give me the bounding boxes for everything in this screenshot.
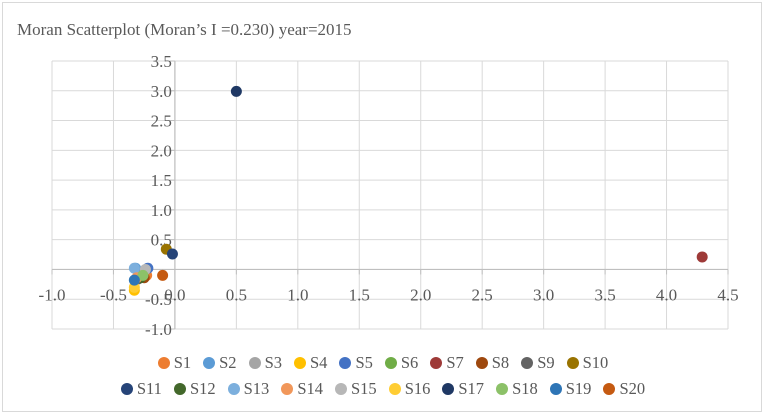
legend-label: S5	[355, 353, 373, 372]
x-tick-label: 1.0	[287, 285, 308, 304]
x-tick-label: 3.0	[533, 285, 554, 304]
legend-marker	[430, 357, 443, 369]
legend-item-s12: S12	[173, 379, 216, 399]
legend-label: S17	[458, 379, 485, 398]
legend-label: S13	[243, 379, 270, 398]
legend-marker	[339, 357, 352, 369]
legend-label: S12	[189, 379, 216, 398]
legend-label: S10	[582, 353, 609, 372]
chart-title: Moran Scatterplot (Moran’s I =0.230) yea…	[17, 20, 352, 39]
y-tick-label: -1.0	[145, 320, 172, 339]
axes	[51, 60, 729, 330]
legend-marker	[248, 357, 261, 369]
y-tick-label: 3.5	[151, 52, 172, 71]
legend-item-s2: S2	[203, 353, 237, 373]
legend-marker	[227, 383, 240, 395]
x-tick-label: 3.5	[594, 285, 615, 304]
legend: S1 S2 S3 S4 S5 S6 S7 S8 S9 S10 S11 S12 S13 S14 S15 S16…	[0, 350, 766, 402]
data-point-s13	[128, 262, 140, 274]
data-point-s18	[137, 269, 149, 281]
legend-item-s14: S14	[281, 379, 323, 399]
legend-label: S19	[565, 379, 592, 398]
legend-item-s17: S17	[442, 379, 484, 399]
legend-item-s19: S19	[549, 379, 592, 399]
legend-row: S1 S2 S3 S4 S5 S6 S7 S8 S9 S10	[0, 350, 766, 376]
legend-label: S8	[491, 353, 510, 372]
y-tick-label: 1.0	[151, 201, 172, 220]
legend-item-s8: S8	[475, 353, 510, 373]
x-tick-label: 2.5	[472, 285, 493, 304]
legend-item-s1: S1	[157, 353, 192, 373]
legend-item-s4: S4	[294, 353, 327, 373]
legend-marker	[120, 383, 133, 395]
y-tick-label: 2.5	[151, 112, 172, 131]
legend-marker	[384, 357, 397, 369]
legend-label: S1	[173, 353, 192, 372]
legend-marker	[549, 383, 562, 395]
legend-item-s20: S20	[603, 379, 645, 399]
gridlines	[51, 60, 729, 330]
data-point-s20	[157, 269, 169, 281]
legend-marker	[603, 383, 616, 395]
tick-labels: -1.0 -0.5 0.0 0.5 1.0 1.5 2.0 2.5 3.0 3.5 4.0 4.53.…	[39, 52, 739, 339]
legend-label: S4	[310, 353, 328, 372]
data-point-s11	[166, 248, 178, 260]
legend-item-s10: S10	[566, 353, 609, 373]
y-tick-label: 3.0	[151, 82, 172, 101]
legend-label: S18	[512, 379, 538, 398]
legend-item-s3: S3	[248, 353, 282, 373]
data-point-s19	[128, 274, 140, 286]
legend-marker	[281, 383, 294, 395]
legend-label: S9	[537, 353, 555, 372]
x-tick-label: 4.0	[656, 285, 677, 304]
legend-label: S7	[446, 353, 464, 372]
legend-marker	[294, 357, 306, 369]
legend-item-s6: S6	[384, 353, 419, 373]
legend-item-s11: S11	[120, 379, 162, 399]
x-tick-label: 4.5	[717, 285, 738, 304]
data-points	[128, 85, 708, 296]
legend-label: S6	[400, 353, 419, 372]
legend-item-s18: S18	[496, 379, 538, 399]
legend-item-s5: S5	[339, 353, 373, 373]
legend-item-s15: S15	[335, 379, 377, 399]
legend-label: S15	[351, 379, 377, 398]
legend-marker	[566, 357, 579, 369]
legend-marker	[388, 383, 401, 395]
legend-marker	[475, 357, 488, 369]
x-tick-label: 1.5	[349, 285, 370, 304]
legend-label: S3	[264, 353, 282, 372]
legend-item-s9: S9	[521, 353, 555, 373]
x-tick-label: -0.5	[100, 285, 127, 304]
legend-marker	[335, 383, 347, 395]
legend-label: S20	[619, 379, 646, 398]
data-point-s17	[230, 85, 242, 97]
scatter-plot: -1.0 -0.5 0.0 0.5 1.0 1.5 2.0 2.5 3.0 3.5 4.0 4.53.…	[39, 52, 739, 339]
data-point-s7	[696, 251, 708, 263]
x-tick-label: 0.5	[226, 285, 247, 304]
y-tick-label: -0.5	[145, 290, 172, 309]
legend-marker	[521, 357, 534, 369]
legend-label: S14	[297, 379, 323, 398]
x-tick-label: 2.0	[410, 285, 431, 304]
legend-marker	[496, 383, 509, 395]
legend-marker	[203, 357, 216, 369]
legend-label: S11	[136, 379, 162, 398]
legend-item-s16: S16	[388, 379, 431, 399]
legend-item-s7: S7	[430, 353, 464, 373]
x-tick-label: -1.0	[39, 285, 66, 304]
legend-label: S16	[404, 379, 431, 398]
x-tick-label: 0.0	[164, 285, 185, 304]
legend-marker	[157, 357, 170, 369]
legend-row: S11 S12 S13 S14 S15 S16 S17 S18 S19 S20	[0, 376, 766, 402]
y-tick-label: 2.0	[151, 141, 172, 160]
chart-frame	[2, 2, 762, 412]
legend-item-s13: S13	[227, 379, 270, 399]
legend-marker	[173, 383, 186, 395]
legend-label: S2	[219, 353, 237, 372]
legend-marker	[442, 383, 455, 395]
y-tick-label: 1.5	[151, 171, 172, 190]
